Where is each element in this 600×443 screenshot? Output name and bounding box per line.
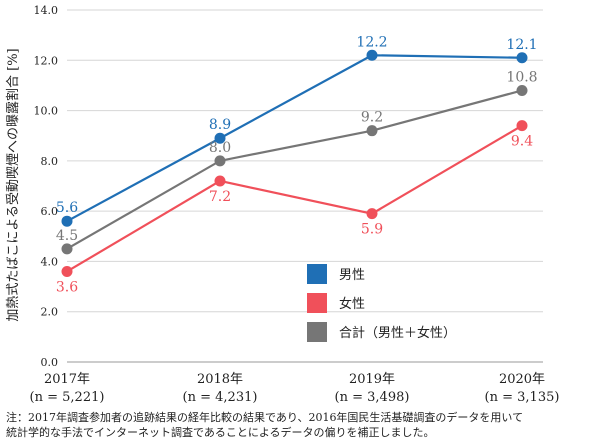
data-label: 9.4 (511, 134, 533, 150)
series-line (66, 124, 523, 273)
data-label: 3.6 (56, 279, 78, 295)
footnote-line-1: 注：2017年調査参加者の追跡結果の経年比較の結果であり、2016年国民生活基礎… (6, 411, 524, 424)
data-label: 7.2 (209, 189, 231, 205)
data-label: 8.0 (209, 140, 231, 156)
data-point (366, 125, 378, 137)
data-label: 9.2 (361, 110, 383, 126)
data-point (214, 155, 226, 167)
footnote: 注：2017年調査参加者の追跡結果の経年比較の結果であり、2016年国民生活基礎… (6, 410, 596, 440)
data-point (61, 265, 73, 277)
legend-label: 女性 (339, 296, 365, 312)
data-point (61, 243, 73, 255)
data-label: 8.9 (209, 117, 231, 133)
y-tick-label: 8.0 (41, 155, 59, 168)
legend-swatch (307, 264, 327, 284)
x-tick-sample-size: (n = 3,135) (485, 390, 560, 405)
y-tick-label: 14.0 (34, 4, 59, 17)
legend-label: 合計（男性＋女性） (339, 325, 456, 341)
y-tick-label: 2.0 (41, 306, 59, 319)
x-tick-label: 2019年 (349, 372, 395, 387)
legend-swatch (307, 293, 327, 313)
legend-swatch (307, 322, 327, 342)
y-axis-ticks: 0.0 2.0 4.0 6.0 8.0 10.0 12.0 14.0 (34, 4, 59, 369)
data-label: 5.6 (56, 200, 78, 216)
data-labels: 5.6 8.9 12.2 12.1 3.6 7.2 5.9 9.4 4.5 8.0 9.2 10.8 (56, 34, 538, 295)
data-point (366, 49, 378, 61)
y-tick-label: 0.0 (41, 356, 59, 369)
series-lines (66, 54, 523, 273)
data-point (516, 84, 528, 96)
data-label: 12.2 (356, 34, 387, 50)
series-line (66, 89, 523, 250)
data-label: 12.1 (506, 37, 537, 53)
y-axis-label: 加熱式たばこによる受動喫煙への曝露割合 [%] (5, 48, 21, 321)
data-point (366, 208, 378, 220)
gridlines (67, 9, 543, 363)
series-line (66, 54, 523, 223)
data-label: 10.8 (506, 69, 537, 85)
x-tick-label: 2018年 (197, 372, 243, 387)
data-point (61, 215, 73, 227)
footnote-line-2: 統計学的な手法でインターネット調査であることによるデータの偏りを補正しました。 (6, 426, 435, 439)
data-point (516, 52, 528, 64)
y-tick-label: 4.0 (41, 255, 59, 268)
data-label: 4.5 (56, 228, 78, 244)
x-tick-sample-size: (n = 3,498) (335, 390, 410, 405)
line-chart: 0.0 2.0 4.0 6.0 8.0 10.0 12.0 14.0 2017年 (n = 5,… (5, 4, 560, 405)
data-point (214, 132, 226, 144)
data-point (214, 175, 226, 187)
x-tick-label: 2020年 (499, 372, 545, 387)
data-label: 5.9 (361, 222, 383, 238)
x-tick-sample-size: (n = 4,231) (183, 390, 258, 405)
x-tick-sample-size: (n = 5,221) (30, 390, 105, 405)
y-tick-label: 12.0 (34, 54, 59, 67)
x-axis: 2017年 (n = 5,221) 2018年 (n = 4,231) 2019年 (n … (30, 372, 560, 405)
x-tick-label: 2017年 (44, 372, 90, 387)
y-tick-label: 6.0 (41, 205, 59, 218)
data-point (516, 120, 528, 132)
y-tick-label: 10.0 (34, 105, 59, 118)
series-points (61, 49, 528, 277)
legend-label: 男性 (339, 268, 365, 283)
